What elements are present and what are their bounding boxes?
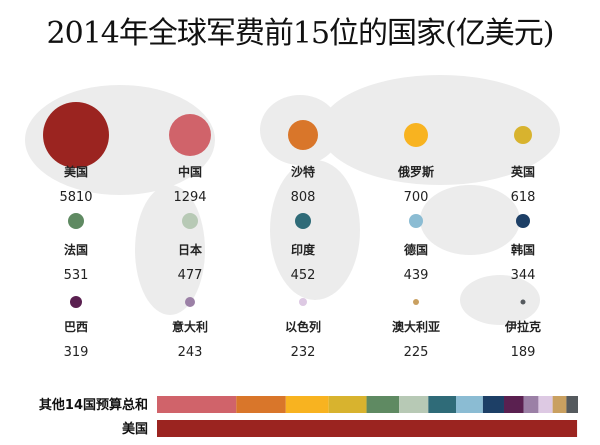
country-label: 日本 bbox=[178, 242, 202, 257]
bubble-15 bbox=[520, 299, 526, 305]
country-label: 法国 bbox=[64, 242, 88, 257]
bubble-6 bbox=[68, 213, 84, 229]
country-value: 531 bbox=[64, 268, 89, 283]
bubble-13 bbox=[299, 298, 307, 306]
country-value: 1294 bbox=[173, 190, 206, 205]
country-value: 344 bbox=[511, 268, 536, 283]
country-label: 意大利 bbox=[172, 319, 208, 334]
country-label: 美国 bbox=[64, 164, 88, 179]
chart-title: 2014年全球军费前15位的国家(亿美元) bbox=[46, 16, 555, 51]
bubble-12 bbox=[185, 297, 195, 307]
country-value: 232 bbox=[291, 345, 316, 360]
others-bar-segment-10 bbox=[503, 396, 524, 413]
usa-bar bbox=[157, 420, 578, 437]
bubble-3 bbox=[288, 120, 318, 150]
country-label: 韩国 bbox=[511, 242, 535, 257]
country-value: 189 bbox=[511, 345, 536, 360]
country-value: 477 bbox=[178, 268, 203, 283]
country-value: 225 bbox=[404, 345, 429, 360]
bubble-2 bbox=[169, 114, 211, 156]
country-label: 中国 bbox=[178, 164, 202, 179]
country-label: 澳大利亚 bbox=[392, 319, 440, 334]
bubble-14 bbox=[413, 299, 419, 305]
country-label: 德国 bbox=[404, 242, 428, 257]
bubble-8 bbox=[295, 213, 311, 229]
bubble-11 bbox=[70, 296, 82, 308]
others-bar-segment-2 bbox=[236, 396, 286, 413]
country-value: 700 bbox=[404, 190, 429, 205]
others-bar-segment-7 bbox=[428, 396, 457, 413]
bubble-5 bbox=[514, 126, 532, 144]
country-value: 618 bbox=[511, 190, 536, 205]
others-bar-segment-5 bbox=[366, 396, 400, 413]
country-value: 5810 bbox=[59, 190, 92, 205]
others-bar-segment-12 bbox=[538, 396, 553, 413]
country-label: 印度 bbox=[291, 242, 316, 257]
others-bar-segment-6 bbox=[399, 396, 429, 413]
country-value: 452 bbox=[291, 268, 316, 283]
others-bar-segment-9 bbox=[482, 396, 504, 413]
others-bar-segment-11 bbox=[523, 396, 539, 413]
usa-bar-label: 美国 bbox=[122, 421, 148, 437]
country-label: 俄罗斯 bbox=[397, 164, 434, 179]
bubble-7 bbox=[182, 213, 198, 229]
bubble-4 bbox=[404, 123, 428, 147]
country-value: 319 bbox=[64, 345, 89, 360]
country-value: 243 bbox=[178, 345, 203, 360]
country-label: 巴西 bbox=[64, 320, 88, 334]
others-bar-segment-13 bbox=[552, 396, 567, 413]
others-bar-segment-4 bbox=[328, 396, 367, 413]
country-label: 伊拉克 bbox=[504, 319, 541, 334]
country-value: 439 bbox=[404, 268, 429, 283]
others-bar-segment-3 bbox=[285, 396, 329, 413]
bubble-10 bbox=[516, 214, 530, 228]
others-bar-segment-1 bbox=[157, 396, 237, 413]
bubble-9 bbox=[409, 214, 423, 228]
others-bar-segment-14 bbox=[566, 396, 578, 413]
country-value: 808 bbox=[291, 190, 316, 205]
bubble-1 bbox=[43, 102, 109, 168]
country-label: 英国 bbox=[511, 164, 535, 179]
country-label: 以色列 bbox=[285, 319, 321, 334]
country-label: 沙特 bbox=[291, 164, 315, 179]
others-bar-segment-8 bbox=[456, 396, 483, 413]
others-bar-label: 其他14国预算总和 bbox=[39, 397, 148, 413]
